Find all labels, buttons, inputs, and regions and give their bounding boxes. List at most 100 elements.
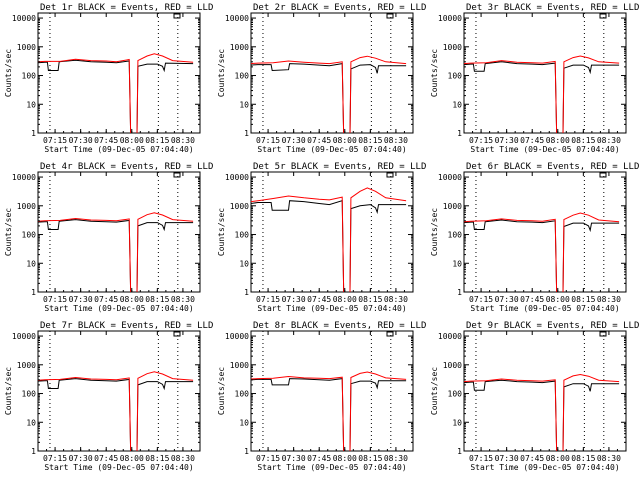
- y-tick-label: 1000: [230, 43, 249, 52]
- x-tick-label: 07:15: [256, 136, 280, 145]
- y-axis-label: Counts/sec: [217, 367, 226, 415]
- x-tick-label: 07:15: [469, 454, 493, 463]
- plot-frame: [463, 330, 627, 452]
- y-tick-label: 10000: [12, 332, 36, 341]
- x-axis-label: Start Time (09-Dec-05 07:04:40): [44, 463, 193, 472]
- y-tick-label: 1: [31, 129, 36, 138]
- y-axis-label: Counts/sec: [430, 49, 439, 97]
- detector-panel-8: Det 8r BLACK = Events, RED = LLD 1 10 100 10…: [217, 321, 426, 472]
- x-tick-label: 07:45: [94, 136, 118, 145]
- y-axis-label: Counts/sec: [4, 367, 13, 415]
- y-tick-label: 100: [22, 72, 37, 81]
- plot-frame: [37, 171, 201, 293]
- x-tick-label: 07:15: [43, 454, 67, 463]
- y-tick-label: 10000: [225, 14, 249, 23]
- y-tick-label: 1: [31, 288, 36, 297]
- y-tick-label: 10000: [12, 173, 36, 182]
- x-tick-label: 07:45: [94, 454, 118, 463]
- x-tick-label: 07:45: [94, 295, 118, 304]
- plot-frame: [250, 330, 414, 452]
- y-tick-label: 1000: [443, 43, 462, 52]
- x-tick-label: 08:15: [145, 136, 169, 145]
- x-tick-label: 07:15: [256, 454, 280, 463]
- x-tick-label: 08:15: [145, 454, 169, 463]
- top-marker: [599, 172, 607, 178]
- x-tick-label: 08:00: [120, 295, 144, 304]
- top-marker: [599, 331, 607, 337]
- x-tick-label: 07:15: [43, 295, 67, 304]
- detector-panel-4: Det 4r BLACK = Events, RED = LLD 1 10 100 10…: [4, 162, 213, 313]
- series-events-line: [251, 63, 407, 133]
- x-tick-label: 08:15: [571, 295, 595, 304]
- plot-frame: [250, 171, 414, 293]
- x-tick-label: 08:15: [358, 136, 382, 145]
- y-tick-label: 10: [452, 418, 462, 427]
- y-tick-label: 100: [448, 390, 463, 399]
- y-tick-label: 1000: [17, 202, 36, 211]
- x-axis-label: Start Time (09-Dec-05 07:04:40): [470, 463, 619, 472]
- panel-title: Det 2r BLACK = Events, RED = LLD: [253, 3, 426, 13]
- series-lld-line: [251, 371, 407, 451]
- x-tick-label: 08:15: [571, 136, 595, 145]
- y-tick-label: 100: [22, 231, 37, 240]
- plot-frame: [37, 330, 201, 452]
- x-tick-label: 07:15: [469, 136, 493, 145]
- y-axis-label: Counts/sec: [217, 49, 226, 97]
- top-marker: [173, 331, 181, 337]
- x-axis-label: Start Time (09-Dec-05 07:04:40): [257, 145, 406, 154]
- x-tick-label: 08:00: [120, 454, 144, 463]
- series-lld-line: [464, 55, 620, 133]
- panel-title: Det 8r BLACK = Events, RED = LLD: [253, 321, 426, 331]
- x-tick-label: 08:00: [333, 136, 357, 145]
- series-lld-line: [251, 55, 407, 133]
- x-tick-label: 07:30: [495, 454, 519, 463]
- detector-panel-9: Det 9r BLACK = Events, RED = LLD 1 10 100 10…: [430, 321, 639, 472]
- x-tick-label: 08:00: [333, 454, 357, 463]
- x-axis-label: Start Time (09-Dec-05 07:04:40): [470, 304, 619, 313]
- x-tick-label: 07:30: [69, 295, 93, 304]
- y-tick-label: 10000: [438, 14, 462, 23]
- top-marker: [386, 13, 394, 19]
- y-tick-label: 1: [457, 447, 462, 456]
- x-tick-label: 07:45: [520, 454, 544, 463]
- y-tick-label: 10: [452, 100, 462, 109]
- x-axis-label: Start Time (09-Dec-05 07:04:40): [257, 304, 406, 313]
- panel-title: Det 3r BLACK = Events, RED = LLD: [466, 3, 639, 13]
- x-tick-label: 08:00: [546, 136, 570, 145]
- x-tick-label: 08:00: [546, 295, 570, 304]
- x-axis-label: Start Time (09-Dec-05 07:04:40): [44, 145, 193, 154]
- top-marker: [173, 13, 181, 19]
- x-tick-label: 07:30: [282, 454, 306, 463]
- panel-title: Det 4r BLACK = Events, RED = LLD: [40, 162, 213, 172]
- y-tick-label: 10000: [225, 332, 249, 341]
- x-tick-label: 08:15: [358, 454, 382, 463]
- detector-panel-5: Det 5r BLACK = Events, RED = LLD 1 10 100 10…: [217, 162, 426, 313]
- x-tick-label: 08:30: [597, 454, 621, 463]
- x-tick-label: 08:00: [333, 295, 357, 304]
- x-tick-label: 07:30: [69, 136, 93, 145]
- series-events-line: [38, 59, 194, 133]
- y-axis-label: Counts/sec: [217, 208, 226, 256]
- x-tick-label: 08:00: [546, 454, 570, 463]
- y-axis-label: Counts/sec: [4, 49, 13, 97]
- series-lld-line: [38, 53, 194, 133]
- x-tick-label: 07:45: [520, 136, 544, 145]
- y-tick-label: 10000: [225, 173, 249, 182]
- y-tick-label: 10: [26, 259, 36, 268]
- x-tick-label: 07:15: [43, 136, 67, 145]
- x-tick-label: 08:30: [171, 136, 195, 145]
- detector-panel-6: Det 6r BLACK = Events, RED = LLD 1 10 100 10…: [430, 162, 639, 313]
- series-events-line: [38, 219, 194, 292]
- plot-frame: [250, 12, 414, 134]
- x-tick-label: 08:00: [120, 136, 144, 145]
- x-axis-label: Start Time (09-Dec-05 07:04:40): [44, 304, 193, 313]
- x-tick-label: 08:30: [171, 295, 195, 304]
- y-tick-label: 10000: [438, 173, 462, 182]
- x-tick-label: 07:15: [256, 295, 280, 304]
- plot-frame: [463, 12, 627, 134]
- x-tick-label: 07:30: [282, 136, 306, 145]
- series-events-line: [38, 378, 194, 451]
- detector-panel-7: Det 7r BLACK = Events, RED = LLD 1 10 100 10…: [4, 321, 213, 472]
- panel-title: Det 9r BLACK = Events, RED = LLD: [466, 321, 639, 331]
